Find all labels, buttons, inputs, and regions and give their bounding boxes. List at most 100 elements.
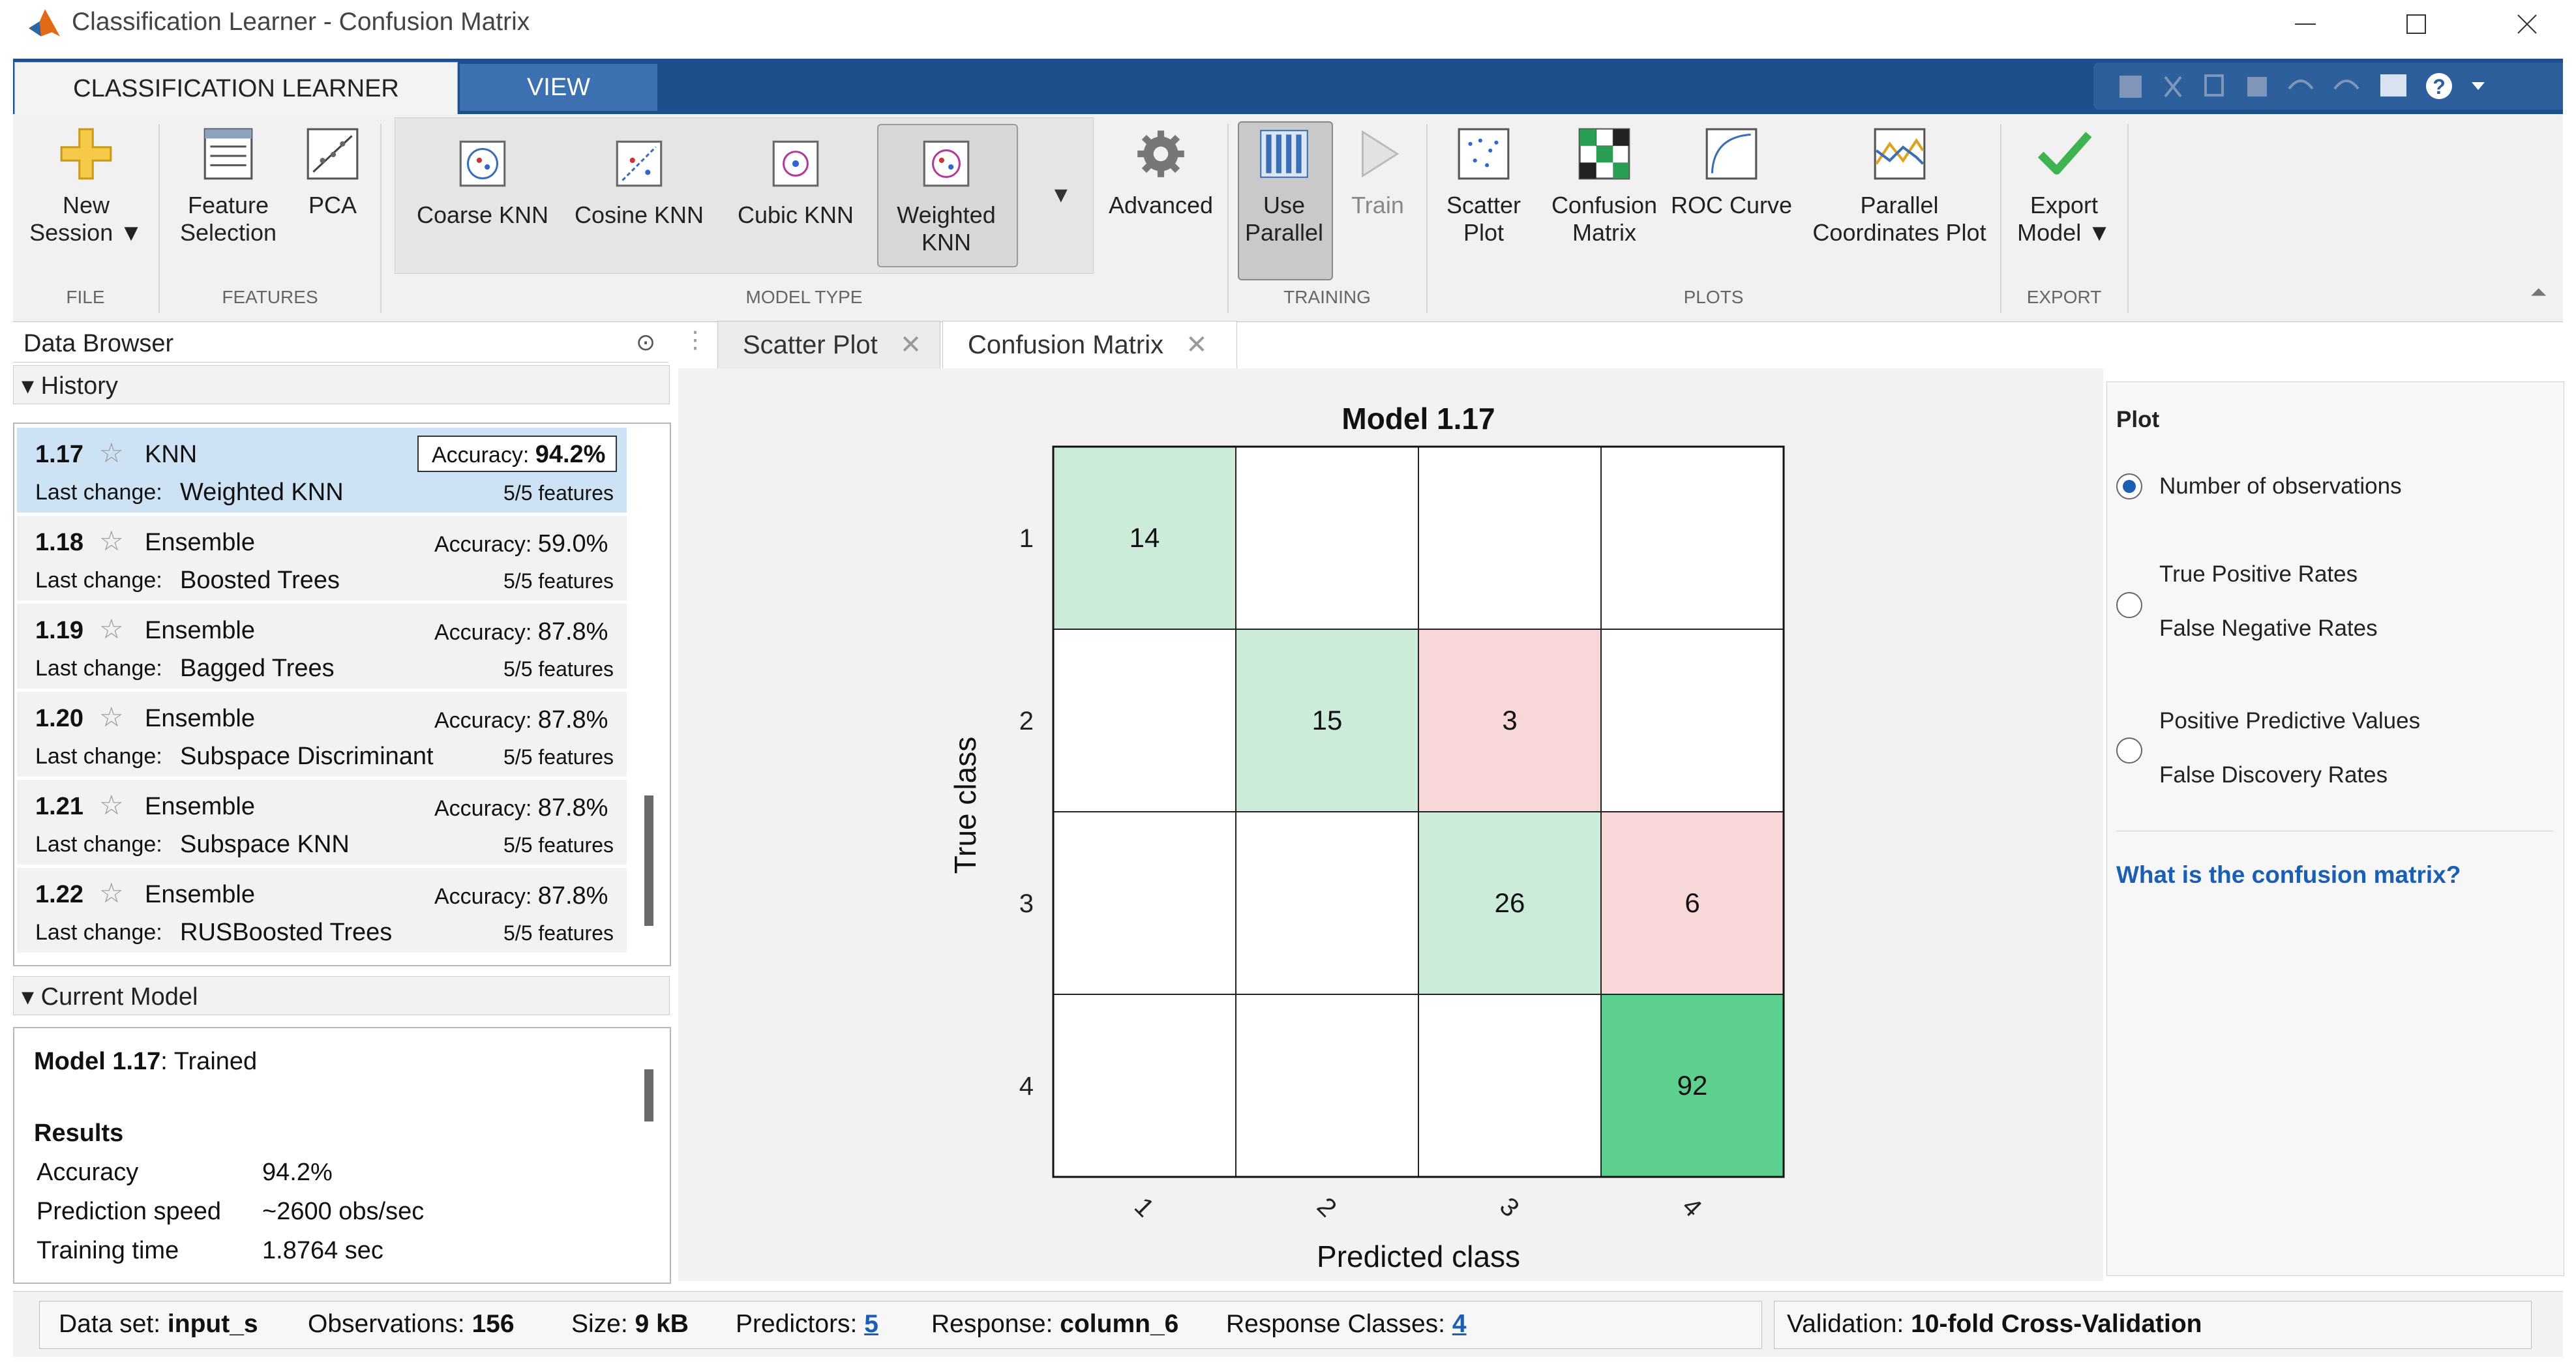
status-response-classes: Response Classes: 4 [1226,1310,1467,1338]
star-icon[interactable]: ☆ [99,526,124,556]
cell-value: 92 [1677,1070,1708,1101]
result-value: 94.2% [262,1159,333,1186]
validation-info [1774,1301,2532,1349]
feature-selection-button[interactable]: Feature Selection [163,124,293,246]
gallery-expand-icon[interactable]: ▼ [1050,183,1072,207]
cubic-knn-button[interactable]: Cubic KNN [721,134,871,229]
radio-label: False Discovery Rates [2159,762,2388,788]
result-value: 1.8764 sec [262,1237,383,1264]
section-export: EXPORT [2026,287,2102,307]
matrix-cell [1053,994,1236,1178]
history-section-header[interactable]: ▾ History [13,365,670,404]
current-model-scrollbar[interactable] [644,1069,653,1121]
result-value: ~2600 obs/sec [262,1198,425,1225]
confusion-matrix-label-1: Confusion [1551,192,1658,218]
train-button[interactable]: Train [1334,124,1422,219]
train-label: Train [1351,192,1404,218]
close-icon [2517,14,2537,34]
doc-tab-confusion-label: Confusion Matrix [968,330,1164,359]
history-item[interactable]: 1.19 ☆ Ensemble Accuracy: 87.8% Last chan… [17,604,627,689]
x-axis-label: Predicted class [1317,1240,1520,1273]
feature-selection-label-1: Feature [187,192,269,218]
tab-grip-icon: ⋮ [683,326,707,353]
star-icon[interactable]: ☆ [99,790,124,820]
star-icon[interactable]: ☆ [99,702,124,732]
current-model-panel: Model 1.17: Trained Results Accuracy 94.… [13,1027,671,1284]
plot-options-panel: Plot Number of observations True Positiv… [2106,381,2564,1276]
tab-classification-learner[interactable]: CLASSIFICATION LEARNER [14,62,458,115]
star-icon[interactable]: ☆ [99,614,124,644]
roc-curve-icon [1705,128,1758,180]
checkmark-icon [2037,132,2092,175]
status-size: Size: 9 kB [571,1310,689,1338]
feature-selection-label-2: Selection [179,219,277,246]
minimize-button[interactable] [2276,3,2335,46]
panel-menu-icon[interactable]: ⊙ [636,329,656,355]
current-model-section-header[interactable]: ▾ Current Model [13,976,670,1015]
scatter-plot-button[interactable]: Scatter Plot [1431,124,1536,246]
status-predictors: Predictors: 5 [736,1310,878,1338]
confusion-matrix-button[interactable]: Confusion Matrix [1542,124,1666,246]
maximize-icon [2406,14,2426,34]
new-session-label-2: Session ▼ [29,219,143,246]
parallel-coordinates-button[interactable]: Parallel Coordinates Plot [1803,124,1996,246]
doc-tab-scatter-plot[interactable]: Scatter Plot ✕ [717,321,940,369]
maximize-button[interactable] [2387,3,2446,46]
matrix-cell [1235,446,1419,630]
star-icon[interactable]: ☆ [99,438,124,468]
section-model-type: MODEL TYPE [745,287,863,307]
confusion-matrix-icon [1578,128,1630,180]
current-model-title: Model 1.17: Trained [34,1048,258,1075]
col-tick-label: 1 [1129,1192,1160,1223]
history-item[interactable]: 1.17 ☆ KNN Accuracy: 94.2% Last change: We… [17,428,627,512]
pca-button[interactable]: PCA [297,124,368,219]
close-tab-icon[interactable]: ✕ [899,331,922,359]
row-tick-label: 3 [1019,889,1034,918]
confusion-matrix-label-2: Matrix [1572,219,1636,246]
cubic-knn-label: Cubic KNN [737,201,854,228]
help-link[interactable]: What is the confusion matrix? [2116,861,2461,888]
cosine-knn-button[interactable]: Cosine KNN [564,134,714,229]
export-model-button[interactable]: Export Model ▼ [2005,124,2123,246]
current-model-label: ▾ Current Model [22,983,198,1011]
history-item[interactable]: 1.18 ☆ Ensemble Accuracy: 59.0% Last chan… [17,516,627,601]
new-session-button[interactable]: New Session ▼ [21,124,151,246]
tab-view[interactable]: VIEW [460,64,657,111]
response-classes-link[interactable]: 4 [1452,1310,1467,1338]
star-icon[interactable]: ☆ [99,878,124,908]
radio-label: True Positive Rates [2159,561,2358,587]
y-axis-label: True class [948,736,982,874]
close-tab-icon[interactable]: ✕ [1186,331,1208,359]
doc-tab-confusion-matrix[interactable]: Confusion Matrix ✕ [942,321,1237,369]
matrix-border [1052,445,1785,1178]
matrix-cell [1053,811,1236,995]
new-session-label-1: New [62,192,110,218]
accuracy-box: Accuracy: 94.2% [417,436,617,472]
advanced-button[interactable]: Advanced [1096,124,1226,219]
coarse-knn-label: Coarse KNN [416,201,549,228]
radio-label: Positive Predictive Values [2159,708,2421,734]
window-title: Classification Learner - Confusion Matri… [72,8,530,36]
weighted-knn-button[interactable]: Weighted KNN [877,134,1015,256]
radio-tpr-fnr[interactable] [2116,592,2142,618]
history-item[interactable]: 1.20 ☆ Ensemble Accuracy: 87.8% Last chan… [17,692,627,777]
toolbar-icons: ? [2119,73,2485,99]
use-parallel-button[interactable]: Use Parallel [1238,124,1330,246]
roc-curve-button[interactable]: ROC Curve [1670,124,1793,219]
coarse-knn-button[interactable]: Coarse KNN [408,134,558,229]
radio-ppv-fdr[interactable] [2116,737,2142,764]
advanced-label: Advanced [1108,192,1214,218]
predictors-link[interactable]: 5 [864,1310,878,1338]
dataset-info [39,1301,1762,1349]
row-tick-label: 1 [1019,524,1034,553]
status-observations: Observations: 156 [308,1310,515,1338]
history-scrollbar[interactable] [644,795,653,926]
radio-number-of-observations[interactable] [2116,473,2142,499]
pca-icon [307,128,359,180]
close-window-button[interactable] [2498,3,2556,46]
history-item[interactable]: 1.21 ☆ Ensemble Accuracy: 87.8% Last chan… [17,780,627,865]
collapse-ribbon-icon[interactable]: ⏶ [2530,280,2547,304]
matrix-cell [1418,446,1602,630]
gear-icon [1137,130,1184,177]
history-item[interactable]: 1.22 ☆ Ensemble Accuracy: 87.8% Last chan… [17,868,627,953]
